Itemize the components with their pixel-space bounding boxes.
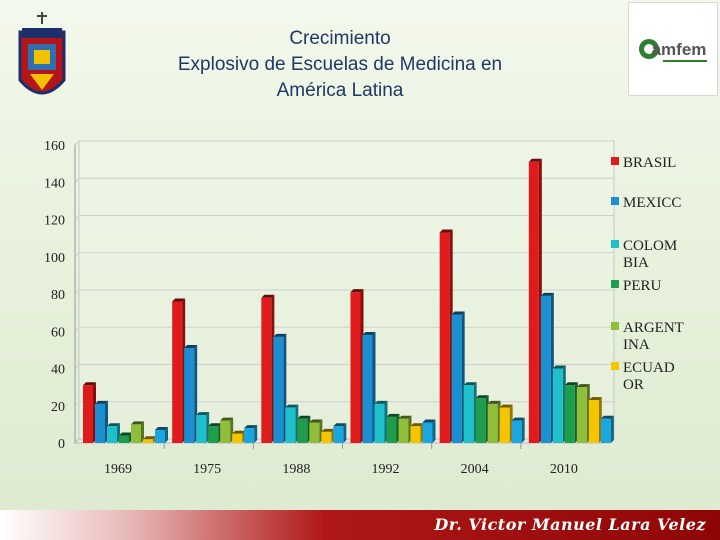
legend-swatch <box>611 362 619 370</box>
footer-signature: Dr. Victor Manuel Lara Velez <box>434 515 706 534</box>
y-tick-label: 120 <box>44 214 65 229</box>
amfem-logo-text: amfem <box>652 40 707 59</box>
bar-peru-2004 <box>475 395 489 443</box>
bar-brasil-2010 <box>528 158 542 443</box>
y-tick-label: 80 <box>51 288 65 303</box>
y-tick-label: 40 <box>51 363 65 378</box>
bar-colombia-1975 <box>196 412 210 443</box>
gridline <box>74 215 614 220</box>
bar-peru-1992 <box>386 413 400 443</box>
x-tick-label: 2010 <box>550 462 578 477</box>
y-tick-label: 0 <box>58 437 65 452</box>
bar-mexico-1988 <box>273 333 287 443</box>
bar-chart: 0 20 40 60 80 100 120 140 160 1969 1975 1988 1992 200… <box>44 139 684 477</box>
bar-brasil-2004 <box>439 229 453 443</box>
bar-peru-1975 <box>208 423 222 443</box>
x-tick-label: 1988 <box>282 462 310 477</box>
gridline <box>74 289 614 295</box>
title-line-2: Explosivo de Escuelas de Medicina en <box>177 54 503 75</box>
bar-argentina-2004 <box>487 400 501 443</box>
bar-colombia-2004 <box>463 382 477 443</box>
bar-colombia-1988 <box>285 404 299 443</box>
legend-label: BRASIL <box>623 155 676 171</box>
bar-other-2004 <box>511 417 525 443</box>
x-tick-label: 1975 <box>193 462 221 477</box>
amfem-logo: amfem <box>628 2 718 96</box>
footer-bar: Dr. Victor Manuel Lara Velez <box>0 510 720 540</box>
bar-other-1988 <box>333 423 347 443</box>
bar-mexico-1992 <box>362 331 376 443</box>
bar-ecuador-1988 <box>321 428 335 443</box>
legend-item: BRASIL <box>611 155 676 171</box>
y-tick-label: 160 <box>44 139 65 154</box>
legend-label: MEXICC <box>623 195 681 211</box>
bar-brasil-1992 <box>350 289 364 443</box>
gridline <box>74 140 614 146</box>
bar-argentina-1992 <box>398 415 412 443</box>
x-tick-label: 1969 <box>104 462 132 477</box>
bar-mexico-2010 <box>540 292 554 443</box>
bar-brasil-1988 <box>261 294 275 443</box>
legend-label: INA <box>623 337 650 353</box>
gridline <box>74 252 614 258</box>
legend-swatch <box>611 280 619 288</box>
x-tick-label: 1992 <box>372 462 400 477</box>
bar-mexico-2004 <box>451 311 465 443</box>
legend-label: BIA <box>623 255 649 271</box>
x-tick-label: 2004 <box>461 462 489 477</box>
legend-label: COLOM <box>623 238 677 254</box>
university-crest-logo <box>18 12 66 95</box>
bar-peru-2010 <box>564 382 578 443</box>
bar-mexico-1975 <box>184 345 198 443</box>
bar-argentina-2010 <box>576 384 590 443</box>
y-tick-label: 20 <box>51 400 65 415</box>
chart-title: Crecimiento Explosivo de Escuelas de Med… <box>140 26 540 104</box>
bar-argentina-1975 <box>220 417 234 443</box>
title-line-1: Crecimiento <box>289 28 391 49</box>
gridline <box>74 326 614 332</box>
bar-other-1975 <box>244 425 258 443</box>
bar-peru-1988 <box>297 415 311 443</box>
y-tick-label: 140 <box>44 176 65 191</box>
gridline <box>74 401 614 407</box>
legend-label: ARGENT <box>623 320 684 336</box>
legend-swatch <box>611 240 619 248</box>
bar-ecuador-2010 <box>588 397 602 443</box>
legend-swatch <box>611 157 619 165</box>
bar-peru-1969 <box>119 432 132 443</box>
legend-swatch <box>611 322 619 330</box>
legend-label: PERU <box>623 278 662 294</box>
legend-item: PERU <box>611 278 662 294</box>
bar-colombia-1969 <box>107 423 120 443</box>
title-line-3: América Latina <box>276 80 404 101</box>
legend-label: ECUAD <box>623 360 675 376</box>
bar-other-1992 <box>422 419 436 443</box>
y-tick-label: 100 <box>44 251 65 266</box>
legend-swatch <box>611 197 619 205</box>
bar-brasil-1975 <box>172 298 186 443</box>
bar-ecuador-1975 <box>232 430 246 443</box>
bar-argentina-1969 <box>131 421 144 443</box>
legend-item: MEXICC <box>611 195 681 211</box>
bar-colombia-2010 <box>552 365 566 443</box>
bar-ecuador-2004 <box>499 404 513 443</box>
y-tick-label: 60 <box>51 325 65 340</box>
bar-other-2010 <box>600 415 614 443</box>
legend-label: OR <box>623 377 644 393</box>
bar-colombia-1992 <box>374 400 388 443</box>
bar-mexico-1969 <box>95 400 108 443</box>
bar-brasil-1969 <box>83 382 96 443</box>
bar-other-1969 <box>155 426 168 443</box>
gridline <box>74 177 614 183</box>
gridline <box>74 364 614 369</box>
bar-argentina-1988 <box>309 419 323 443</box>
bar-ecuador-1992 <box>410 423 424 443</box>
